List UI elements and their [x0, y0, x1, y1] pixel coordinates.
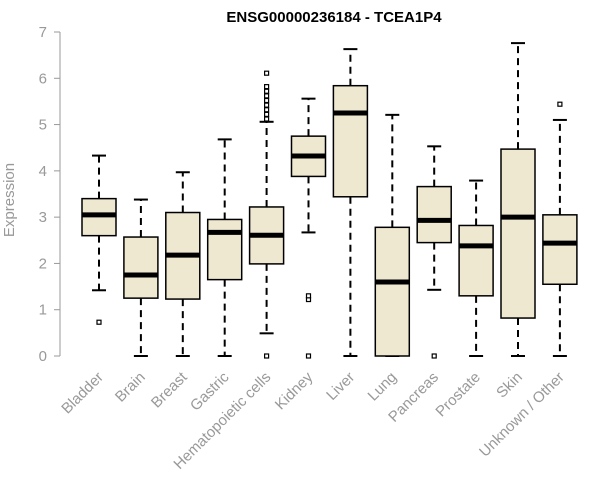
outlier-point: [264, 93, 270, 99]
box-prostate: [458, 179, 494, 357]
box-skin: [500, 42, 536, 357]
box-iqr: [542, 214, 578, 286]
x-tick-label: Prostate: [432, 369, 484, 421]
y-tick-label: 1: [39, 302, 47, 319]
outlier-point: [264, 102, 270, 108]
outlier-point: [264, 116, 270, 122]
chart-title: ENSG00000236184 - TCEA1P4: [226, 9, 442, 26]
y-axis-label: Expression: [1, 163, 18, 237]
x-tick-label: Bladder: [58, 369, 107, 418]
outlier-point: [557, 101, 563, 107]
x-tick-label: Skin: [493, 369, 526, 402]
box-iqr: [332, 84, 369, 198]
y-tick-label: 0: [39, 348, 47, 365]
boxes-group: [81, 42, 578, 359]
outlier-point: [264, 111, 270, 117]
outlier-point: [96, 319, 102, 325]
x-tick-label: Brain: [112, 369, 149, 406]
outlier-point: [264, 97, 270, 104]
x-tick-label: Kidney: [272, 368, 317, 413]
outlier-point: [264, 70, 270, 76]
box-pancreas: [416, 145, 452, 359]
outlier-point: [264, 353, 270, 359]
box-iqr: [123, 236, 159, 299]
box-kidney: [290, 97, 327, 359]
box-bladder: [81, 154, 117, 325]
outlier-point: [264, 88, 270, 94]
outlier-point: [305, 293, 312, 299]
box-gastric: [206, 138, 243, 357]
outlier-point: [264, 84, 270, 90]
box-iqr: [374, 226, 411, 357]
y-tick-label: 6: [39, 70, 47, 87]
box-unknown-other: [542, 101, 578, 357]
box-breast: [165, 171, 201, 357]
outlier-point: [264, 107, 270, 113]
box-iqr: [500, 148, 536, 319]
y-tick-label: 3: [39, 209, 47, 226]
box-iqr: [416, 185, 452, 244]
box-hematopoietic-cells: [248, 70, 285, 359]
y-tick-label: 2: [39, 255, 47, 272]
y-tick-label: 5: [39, 117, 47, 134]
box-iqr: [458, 224, 494, 297]
x-tick-label: Lung: [365, 369, 401, 405]
outlier-point: [305, 353, 312, 359]
box-brain: [123, 198, 159, 357]
outlier-point: [431, 353, 437, 359]
x-tick-label: Liver: [323, 369, 358, 404]
x-tick-label: Breast: [148, 368, 191, 411]
y-axis: 0 1 2 3 4 5 6 7: [39, 24, 61, 365]
box-iqr: [206, 218, 243, 281]
box-liver: [332, 48, 369, 357]
y-tick-label: 7: [39, 24, 47, 41]
box-lung: [374, 113, 411, 357]
y-tick-label: 4: [39, 163, 47, 180]
